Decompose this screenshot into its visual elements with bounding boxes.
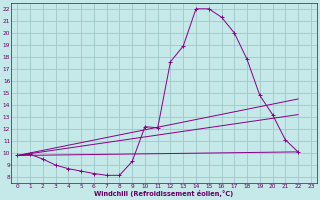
X-axis label: Windchill (Refroidissement éolien,°C): Windchill (Refroidissement éolien,°C) xyxy=(94,190,234,197)
